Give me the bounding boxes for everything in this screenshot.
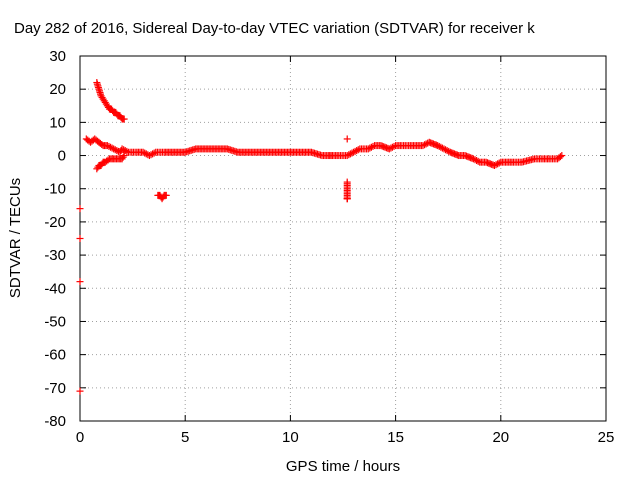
data-point-dense — [390, 142, 398, 150]
y-tick-label: 30 — [49, 48, 66, 65]
x-tick-label: 15 — [387, 429, 404, 446]
data-point-dense — [417, 142, 425, 150]
y-tick-label: -80 — [44, 413, 66, 430]
data-point-dense — [443, 147, 451, 155]
data-point-dense — [345, 151, 353, 159]
data-point-dense — [387, 144, 395, 152]
y-tick-label: 10 — [49, 114, 66, 131]
data-point-dense — [556, 153, 564, 161]
data-point-dense — [442, 146, 450, 154]
data-point-dense — [147, 151, 155, 159]
data-point-dense — [123, 147, 131, 155]
x-tick-label: 10 — [282, 429, 299, 446]
data-point-dense — [437, 143, 445, 151]
x-tick-label: 5 — [181, 429, 189, 446]
data-point-dense — [94, 84, 102, 92]
data-point-dense — [494, 160, 502, 168]
data-point-dense — [107, 143, 115, 151]
y-tick-label: -60 — [44, 347, 66, 364]
y-tick-label: 0 — [58, 148, 66, 165]
data-markers — [76, 79, 566, 395]
data-point-dense — [432, 141, 440, 149]
data-point-dense — [495, 159, 503, 167]
data-point-dense — [346, 150, 354, 158]
data-point-dense — [342, 152, 350, 160]
data-point-dense — [343, 195, 351, 203]
data-point — [118, 145, 126, 153]
axis-ticks: 0 5 10 15 20 25 30 20 10 0 -10 -20 -30 -40 -50 -60 -70 -8… — [44, 48, 614, 446]
data-point — [76, 278, 84, 286]
data-point-dense — [97, 90, 105, 98]
grid — [80, 56, 606, 421]
data-point-dense — [369, 142, 377, 150]
y-tick-label: -40 — [44, 280, 66, 297]
y-tick-label: -50 — [44, 313, 66, 330]
y-tick-label: 20 — [49, 81, 66, 98]
y-tick-label: -10 — [44, 181, 66, 198]
x-tick-label: 25 — [598, 429, 615, 446]
data-point-dense — [121, 147, 129, 155]
data-point-dense — [435, 142, 443, 150]
data-point-dense — [142, 150, 150, 158]
y-tick-label: -70 — [44, 380, 66, 397]
data-point-dense — [471, 156, 479, 164]
data-point-dense — [366, 144, 374, 152]
data-point-dense — [111, 146, 119, 154]
data-point-dense — [161, 191, 169, 199]
chart-title: Day 282 of 2016, Sidereal Day-to-day VTE… — [14, 20, 535, 37]
data-point-dense — [92, 136, 100, 144]
plot-frame — [79, 55, 607, 422]
data-point-dense — [474, 157, 482, 165]
data-point — [440, 145, 448, 153]
x-tick-label: 0 — [76, 429, 84, 446]
x-tick-label: 20 — [492, 429, 509, 446]
data-point — [145, 152, 153, 160]
data-point — [76, 205, 84, 213]
data-point-dense — [388, 143, 396, 151]
data-point-dense — [150, 149, 158, 157]
data-point-dense — [119, 153, 127, 161]
data-point-dense — [468, 154, 476, 162]
y-tick-label: -30 — [44, 247, 66, 264]
data-point-dense — [96, 139, 104, 147]
data-point-dense — [422, 140, 430, 148]
data-point-dense — [438, 144, 446, 152]
data-point — [76, 387, 84, 395]
data-point-dense — [363, 145, 371, 153]
data-point-dense — [351, 147, 359, 155]
data-point — [350, 148, 358, 156]
data-point-dense — [555, 154, 563, 162]
data-point-dense — [108, 144, 116, 152]
data-point-dense — [353, 147, 361, 155]
data-point-dense — [492, 161, 500, 169]
y-tick-label: -20 — [44, 214, 66, 231]
data-point-dense — [445, 147, 453, 155]
data-point-dense — [102, 142, 110, 150]
data-point-dense — [149, 150, 157, 158]
data-point — [110, 145, 118, 153]
data-point-dense — [105, 142, 113, 150]
data-point-dense — [141, 149, 149, 157]
data-point-dense — [552, 155, 560, 163]
y-axis-label: SDTVAR / TECUs — [7, 178, 24, 298]
data-point-dense — [138, 148, 146, 156]
data-point — [120, 152, 128, 160]
data-point-dense — [103, 157, 111, 165]
data-point-dense — [473, 157, 481, 165]
data-point — [343, 135, 351, 143]
data-point-dense — [421, 141, 429, 149]
data-point-dense — [354, 146, 362, 154]
data-point-dense — [119, 115, 127, 123]
data-point-dense — [348, 149, 356, 157]
x-axis-label: GPS time / hours — [286, 458, 400, 475]
data-point-dense — [367, 143, 375, 151]
data-point — [76, 235, 84, 242]
